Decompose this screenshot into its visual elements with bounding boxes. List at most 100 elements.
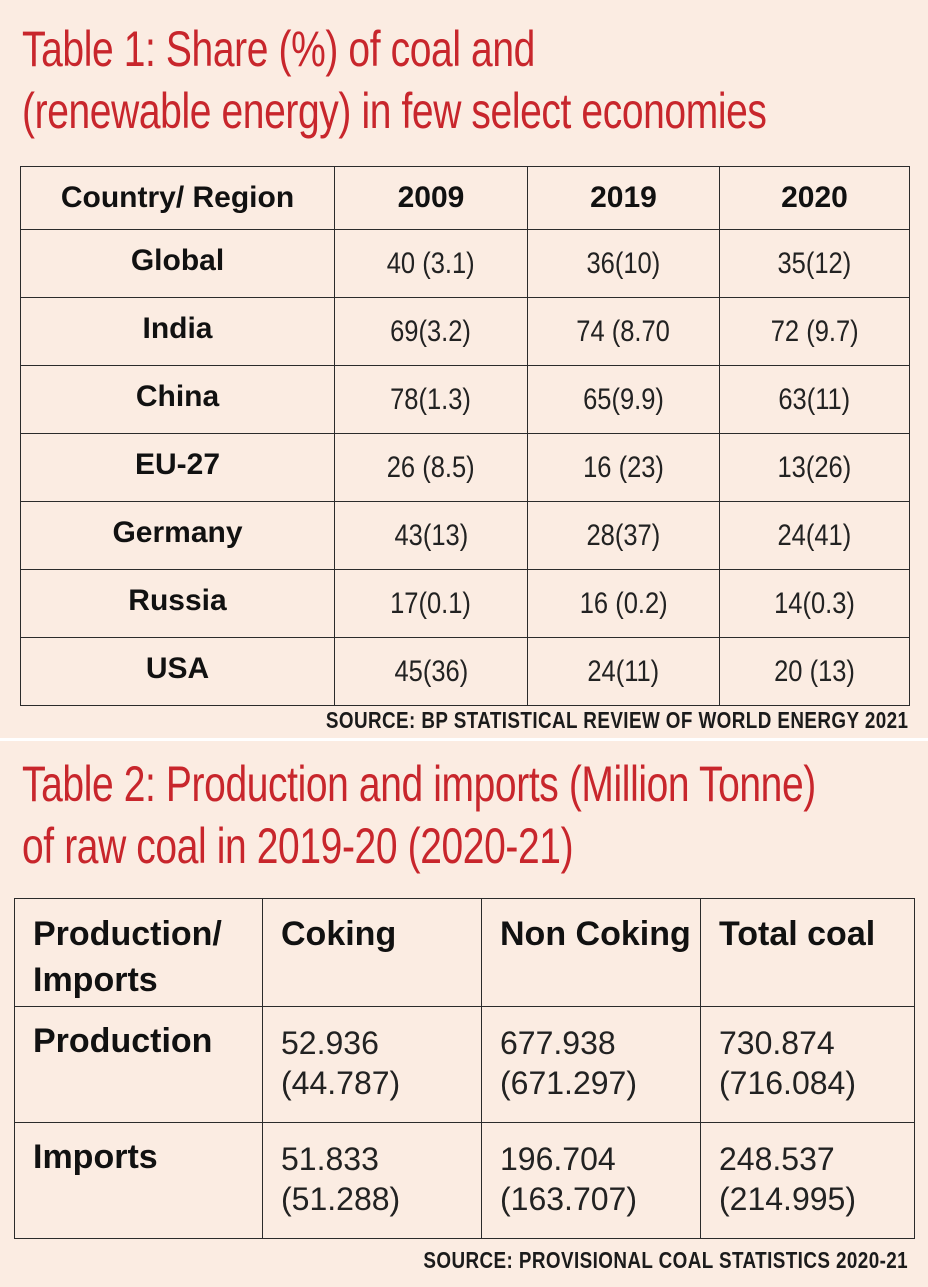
header-line: Non Coking — [500, 915, 691, 953]
table-row: Russia 17(0.1) 16 (0.2) 14(0.3) — [20, 569, 910, 638]
value-text: 36(10) — [586, 246, 661, 280]
value-text: 35(12) — [777, 246, 852, 280]
value-cell: 248.537 (214.995) — [700, 1122, 915, 1239]
value-2019-20: 730.874 — [719, 1025, 835, 1061]
value-text: 74 (8.70 — [576, 314, 671, 348]
table1-header-row: Country/ Region 2009 2019 2020 — [20, 166, 910, 230]
value-text: 17(0.1) — [390, 586, 472, 620]
row-label: Production — [14, 1006, 263, 1123]
value-cell: 196.704 (163.707) — [481, 1122, 701, 1239]
value-text: 43(13) — [394, 518, 468, 552]
table2-source: SOURCE: PROVISIONAL COAL STATISTICS 2020… — [423, 1247, 908, 1273]
value-cell: 51.833 (51.288) — [262, 1122, 482, 1239]
value-cell: 26 (8.5) — [334, 433, 528, 502]
value-cell: 69(3.2) — [334, 297, 528, 366]
coal-share-table: Country/ Region 2009 2019 2020 Global 40… — [20, 166, 910, 706]
value-text: 20 (13) — [774, 654, 855, 688]
table-row: India 69(3.2) 74 (8.70 72 (9.7) — [20, 297, 910, 366]
value-2019-20: 52.936 — [281, 1025, 379, 1061]
coal-production-imports-table: Production/ Imports Coking Non Coking To… — [14, 898, 915, 1239]
value-text: 14(0.3) — [774, 586, 855, 620]
country-cell: USA — [20, 637, 335, 706]
value-cell: 72 (9.7) — [719, 297, 910, 366]
value-cell: 17(0.1) — [334, 569, 528, 638]
header-line: Total coal — [719, 915, 876, 953]
table2-title-line2: of raw coal in 2019-20 (2020-21) — [22, 818, 574, 874]
value-cell: 43(13) — [334, 501, 528, 570]
value-cell: 52.936 (44.787) — [262, 1006, 482, 1123]
value-cell: 16 (23) — [527, 433, 720, 502]
table-row: China 78(1.3) 65(9.9) 63(11) — [20, 365, 910, 434]
table2-header-row: Production/ Imports Coking Non Coking To… — [14, 898, 915, 1007]
value-cell: 16 (0.2) — [527, 569, 720, 638]
value-text: 40 (3.1) — [387, 246, 475, 280]
country-cell: Germany — [20, 501, 335, 570]
table1-source: SOURCE: BP STATISTICAL REVIEW OF WORLD E… — [325, 707, 908, 733]
value-cell: 730.874 (716.084) — [700, 1006, 915, 1123]
value-cell: 35(12) — [719, 229, 910, 298]
value-cell: 45(36) — [334, 637, 528, 706]
value-cell: 40 (3.1) — [334, 229, 528, 298]
table2-panel: Table 2: Production and imports (Million… — [0, 741, 928, 1287]
header-total-coal: Total coal — [700, 898, 915, 1007]
value-text: 16 (0.2) — [579, 586, 668, 620]
header-2009: 2009 — [334, 166, 528, 230]
header-non-coking: Non Coking — [481, 898, 701, 1007]
value-cell: 65(9.9) — [527, 365, 720, 434]
table-row: USA 45(36) 24(11) 20 (13) — [20, 637, 910, 706]
table2-title: Table 2: Production and imports (Million… — [22, 753, 816, 877]
header-line: Imports — [33, 961, 158, 999]
country-cell: India — [20, 297, 335, 366]
value-text: 24(11) — [587, 654, 660, 688]
table-row: Production 52.936 (44.787) 677.938 (671.… — [14, 1006, 915, 1123]
table-row: Imports 51.833 (51.288) 196.704 (163.707… — [14, 1122, 915, 1239]
header-2019: 2019 — [527, 166, 720, 230]
header-line: Production/ — [33, 915, 222, 953]
table1-title: Table 1: Share (%) of coal and (renewabl… — [22, 18, 767, 142]
table1-panel: Table 1: Share (%) of coal and (renewabl… — [0, 0, 928, 738]
value-text: 13(26) — [777, 450, 852, 484]
value-cell: 78(1.3) — [334, 365, 528, 434]
value-cell: 24(11) — [527, 637, 720, 706]
country-cell: Global — [20, 229, 335, 298]
table-row: Germany 43(13) 28(37) 24(41) — [20, 501, 910, 570]
value-text: 63(11) — [778, 382, 851, 416]
table1-title-line2: (renewable energy) in few select economi… — [22, 83, 767, 139]
value-2019-20: 51.833 — [281, 1141, 379, 1177]
value-cell: 63(11) — [719, 365, 910, 434]
value-2019-20: 248.537 — [719, 1141, 835, 1177]
value-cell: 13(26) — [719, 433, 910, 502]
country-cell: China — [20, 365, 335, 434]
row-label: Imports — [14, 1122, 263, 1239]
value-text: 16 (23) — [583, 450, 664, 484]
value-text: 26 (8.5) — [387, 450, 475, 484]
header-2020: 2020 — [719, 166, 910, 230]
value-2020-21: (51.288) — [281, 1181, 401, 1217]
value-cell: 28(37) — [527, 501, 720, 570]
value-text: 24(41) — [777, 518, 852, 552]
header-line: Coking — [281, 915, 397, 953]
value-text: 72 (9.7) — [770, 314, 859, 348]
country-cell: Russia — [20, 569, 335, 638]
value-cell: 20 (13) — [719, 637, 910, 706]
value-2020-21: (671.297) — [500, 1065, 637, 1101]
value-2020-21: (163.707) — [500, 1181, 637, 1217]
value-cell: 74 (8.70 — [527, 297, 720, 366]
value-text: 28(37) — [586, 518, 661, 552]
value-2019-20: 196.704 — [500, 1141, 616, 1177]
table1-title-line1: Table 1: Share (%) of coal and — [22, 21, 535, 77]
header-coking: Coking — [262, 898, 482, 1007]
value-text: 65(9.9) — [583, 382, 664, 416]
value-cell: 14(0.3) — [719, 569, 910, 638]
value-text: 69(3.2) — [390, 314, 472, 348]
value-2020-21: (716.084) — [719, 1065, 856, 1101]
value-cell: 24(41) — [719, 501, 910, 570]
country-cell: EU-27 — [20, 433, 335, 502]
header-country-region: Country/ Region — [20, 166, 335, 230]
header-production-imports: Production/ Imports — [14, 898, 263, 1007]
value-cell: 36(10) — [527, 229, 720, 298]
value-2020-21: (214.995) — [719, 1181, 856, 1217]
value-text: 78(1.3) — [390, 382, 472, 416]
value-text: 45(36) — [394, 654, 468, 688]
value-cell: 677.938 (671.297) — [481, 1006, 701, 1123]
